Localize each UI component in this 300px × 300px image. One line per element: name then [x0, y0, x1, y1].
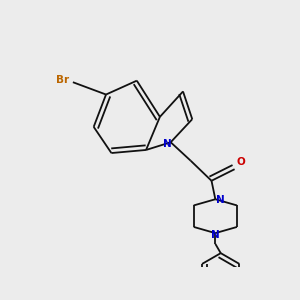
Text: N: N	[163, 139, 172, 149]
Text: Br: Br	[56, 75, 70, 85]
Text: N: N	[211, 230, 220, 240]
Text: O: O	[236, 157, 245, 166]
Text: N: N	[216, 195, 224, 205]
